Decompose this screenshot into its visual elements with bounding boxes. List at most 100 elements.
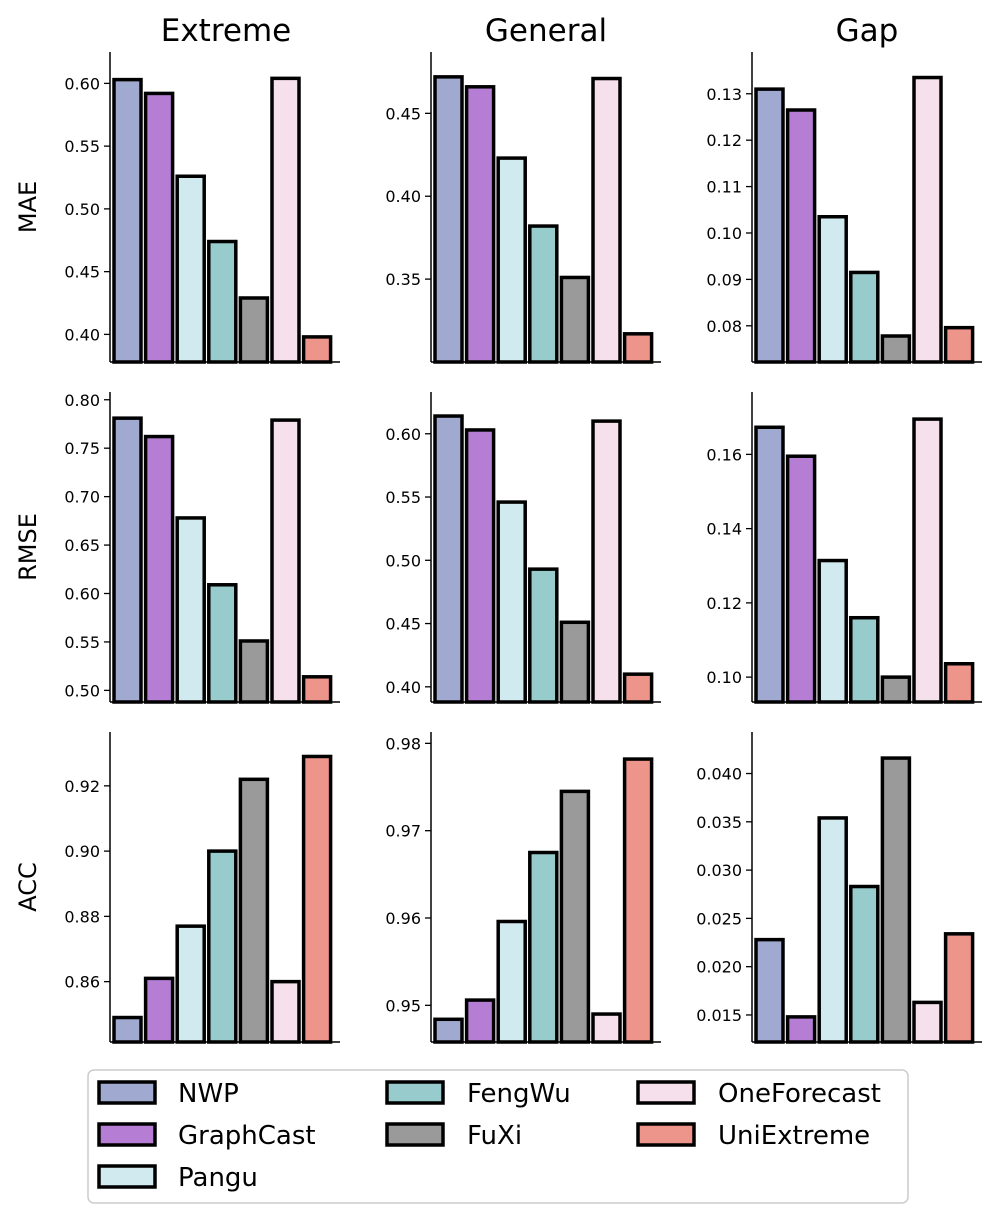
- bar-graphcast: [785, 1015, 817, 1044]
- legend-label-pangu: Pangu: [178, 1163, 258, 1193]
- bar-fuxi: [559, 789, 591, 1044]
- y-tick-label: 0.030: [696, 861, 742, 880]
- y-tick-label: 0.50: [385, 551, 421, 570]
- bar-uniextreme: [622, 672, 654, 704]
- legend-frame: [87, 1069, 909, 1204]
- y-tick-label: 0.08: [706, 317, 742, 336]
- bar-pangu: [496, 919, 527, 1044]
- panel-acc-extreme: 0.86 0.88 0.90 0.92: [64, 732, 340, 1044]
- bar-oneforecast: [270, 76, 301, 364]
- bar-nwp: [112, 416, 143, 704]
- bar-nwp: [112, 77, 143, 364]
- y-tick-label: 0.86: [64, 973, 100, 992]
- legend-swatch-fuxi: [385, 1122, 445, 1147]
- panel-mae-extreme: 0.40 0.45 0.50 0.55 0.60: [64, 52, 340, 364]
- y-tick-label: 0.14: [706, 520, 742, 539]
- y-tick-label: 0.92: [64, 777, 100, 796]
- legend-item-graphcast: GraphCast: [97, 1121, 316, 1151]
- bar-fengwu: [528, 224, 559, 364]
- y-tick-label: 0.45: [64, 263, 100, 282]
- y-tick-label: 0.11: [706, 178, 742, 197]
- bar-uniextreme: [943, 325, 975, 364]
- legend-label-graphcast: GraphCast: [178, 1121, 316, 1151]
- row-label-rmse: RMSE: [14, 513, 42, 581]
- panel-rmse-general: 0.40 0.45 0.50 0.55 0.60: [385, 392, 661, 704]
- y-tick-label: 0.45: [385, 615, 421, 634]
- y-tick-label: 0.95: [385, 996, 421, 1015]
- legend-label-uniextreme: UniExtreme: [718, 1121, 870, 1151]
- bar-oneforecast: [270, 979, 301, 1044]
- panel-rmse-extreme: 0.50 0.55 0.60 0.65 0.70 0.75 0.80: [64, 391, 340, 704]
- panel-acc-gap: 0.015 0.020 0.025 0.030 0.035 0.040: [696, 732, 982, 1044]
- y-tick-label: 0.88: [64, 907, 100, 926]
- bar-oneforecast: [912, 417, 943, 704]
- bar-pangu: [817, 558, 848, 704]
- bar-pangu: [175, 174, 206, 364]
- bar-fengwu: [849, 270, 880, 364]
- bar-fuxi: [559, 275, 591, 364]
- y-tick-label: 0.55: [64, 137, 100, 156]
- y-tick-label: 0.12: [706, 131, 742, 150]
- y-tick-label: 0.45: [385, 104, 421, 123]
- y-tick-label: 0.75: [64, 439, 100, 458]
- y-tick-label: 0.025: [696, 909, 742, 928]
- panel-acc-general: 0.95 0.96 0.97 0.98: [385, 732, 661, 1044]
- bar-fengwu: [849, 884, 880, 1044]
- bar-uniextreme: [943, 662, 975, 704]
- y-tick-label: 0.60: [385, 425, 421, 444]
- legend-swatch-pangu: [97, 1164, 157, 1189]
- bar-oneforecast: [591, 419, 622, 704]
- bar-graphcast: [785, 454, 817, 704]
- legend-label-oneforecast: OneForecast: [718, 1079, 881, 1109]
- row-labels: MAE RMSE ACC: [14, 181, 42, 912]
- bar-uniextreme: [943, 932, 975, 1044]
- y-tick-label: 0.50: [64, 681, 100, 700]
- bar-graphcast: [464, 85, 496, 364]
- column-title-gap: Gap: [836, 13, 899, 49]
- legend-item-fengwu: FengWu: [385, 1079, 571, 1109]
- y-tick-label: 0.13: [706, 85, 742, 104]
- bar-oneforecast: [912, 1000, 943, 1044]
- y-tick-label: 0.10: [706, 668, 742, 687]
- bar-nwp: [433, 75, 464, 364]
- y-tick-label: 0.35: [385, 270, 421, 289]
- y-tick-label: 0.12: [706, 594, 742, 613]
- bar-nwp: [754, 87, 785, 364]
- bar-fuxi: [238, 296, 270, 364]
- legend-label-fengwu: FengWu: [467, 1079, 571, 1109]
- bar-fengwu: [207, 239, 238, 364]
- y-tick-label: 0.40: [385, 678, 421, 697]
- bar-graphcast: [143, 91, 175, 364]
- panel-mae-gap: 0.08 0.09 0.10 0.11 0.12 0.13: [706, 52, 982, 364]
- bar-uniextreme: [301, 675, 333, 704]
- bar-nwp: [754, 425, 785, 704]
- column-title-extreme: Extreme: [161, 13, 292, 49]
- bar-fuxi: [880, 675, 912, 704]
- bar-graphcast: [785, 108, 817, 364]
- bar-fengwu: [207, 849, 238, 1044]
- bar-fuxi: [880, 756, 912, 1044]
- row-label-acc: ACC: [14, 862, 42, 912]
- bar-fengwu: [528, 850, 559, 1044]
- column-titles: Extreme General Gap: [161, 13, 899, 49]
- y-tick-label: 0.90: [64, 842, 100, 861]
- bar-uniextreme: [301, 754, 333, 1044]
- bar-fuxi: [238, 777, 270, 1044]
- y-tick-label: 0.98: [385, 734, 421, 753]
- y-tick-label: 0.97: [385, 822, 421, 841]
- legend-swatch-graphcast: [97, 1122, 157, 1147]
- bar-nwp: [433, 414, 464, 704]
- y-tick-label: 0.020: [696, 958, 742, 977]
- y-tick-label: 0.96: [385, 909, 421, 928]
- legend-label-fuxi: FuXi: [467, 1121, 522, 1151]
- y-tick-label: 0.55: [385, 488, 421, 507]
- y-tick-label: 0.60: [64, 585, 100, 604]
- y-tick-label: 0.70: [64, 488, 100, 507]
- legend-swatch-fengwu: [385, 1080, 445, 1105]
- legend-label-nwp: NWP: [178, 1079, 239, 1109]
- y-tick-label: 0.65: [64, 536, 100, 555]
- bar-nwp: [433, 1017, 464, 1044]
- bar-uniextreme: [622, 757, 654, 1044]
- bar-graphcast: [464, 998, 496, 1044]
